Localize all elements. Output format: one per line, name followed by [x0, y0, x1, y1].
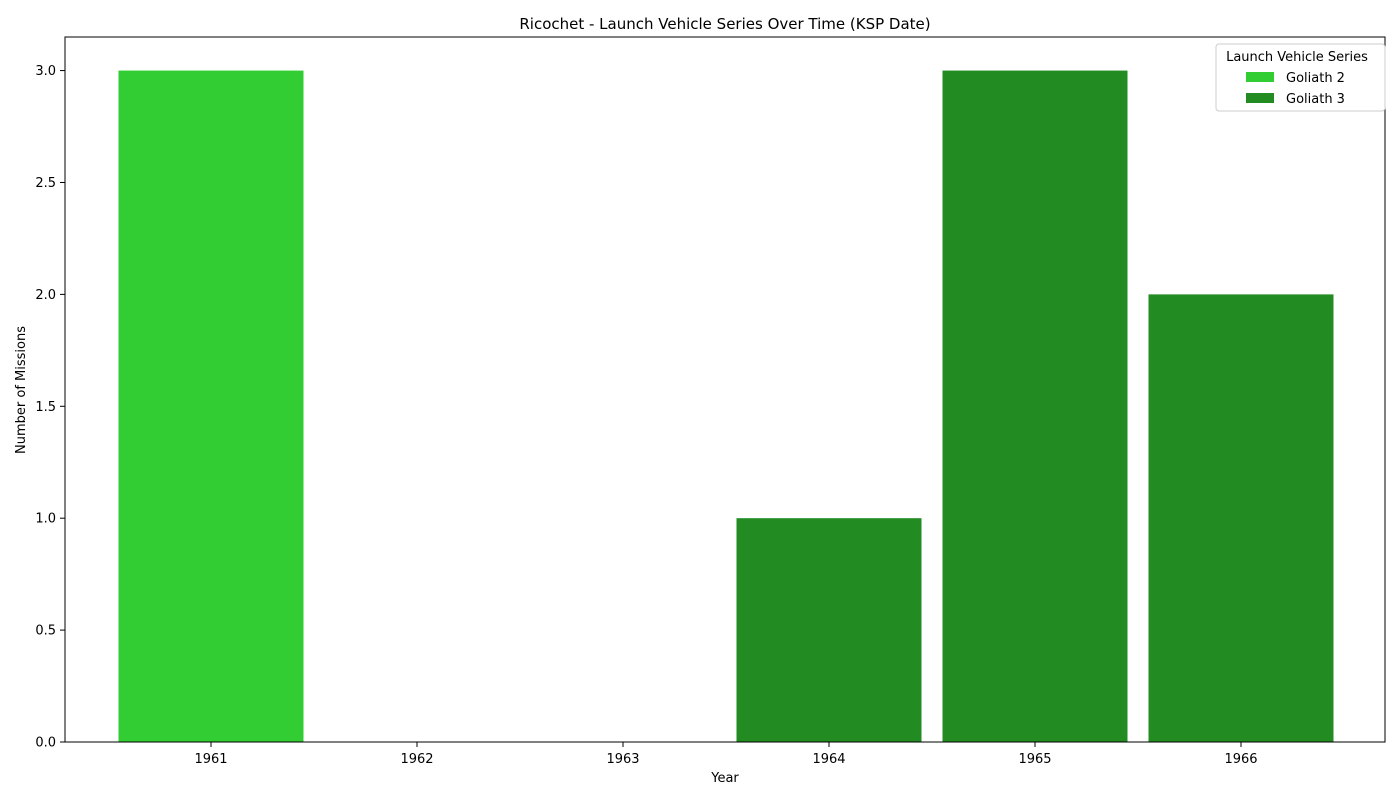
y-tick-label: 1.0	[35, 512, 56, 527]
x-tick-label: 1966	[1224, 752, 1257, 767]
bar-goliath-3-1966	[1148, 294, 1334, 742]
y-tick-label: 2.5	[35, 176, 56, 191]
chart-title: Ricochet - Launch Vehicle Series Over Ti…	[519, 15, 930, 33]
x-tick-label: 1961	[194, 752, 227, 767]
y-axis: 0.0 0.5 1.0 1.5 2.0 2.5 3.0	[35, 64, 65, 751]
y-tick-label: 3.0	[35, 64, 56, 79]
legend: Launch Vehicle Series Goliath 2 Goliath …	[1215, 43, 1386, 112]
legend-swatch-goliath-2	[1246, 72, 1274, 82]
bars	[118, 70, 1334, 743]
y-axis-label: Number of Missions	[14, 326, 29, 454]
y-tick-label: 1.5	[35, 400, 56, 415]
legend-title: Launch Vehicle Series	[1226, 50, 1368, 65]
y-tick-label: 0.5	[35, 624, 56, 639]
legend-label-goliath-2: Goliath 2	[1286, 71, 1345, 86]
legend-swatch-goliath-3	[1246, 93, 1274, 103]
plot-frame	[64, 36, 1386, 743]
x-tick-label: 1962	[400, 752, 433, 767]
x-axis: 1961 1962 1963 1964 1965 1966	[194, 742, 1258, 767]
x-axis-label: Year	[710, 771, 739, 786]
legend-label-goliath-3: Goliath 3	[1286, 92, 1345, 107]
y-tick-label: 2.0	[35, 288, 56, 303]
bar-goliath-2-1961	[118, 70, 304, 743]
x-tick-label: 1964	[812, 752, 845, 767]
x-tick-label: 1963	[606, 752, 639, 767]
bar-goliath-3-1965	[942, 70, 1128, 743]
x-tick-label: 1965	[1018, 752, 1051, 767]
y-tick-label: 0.0	[35, 736, 56, 751]
bar-goliath-3-1964	[736, 518, 922, 742]
